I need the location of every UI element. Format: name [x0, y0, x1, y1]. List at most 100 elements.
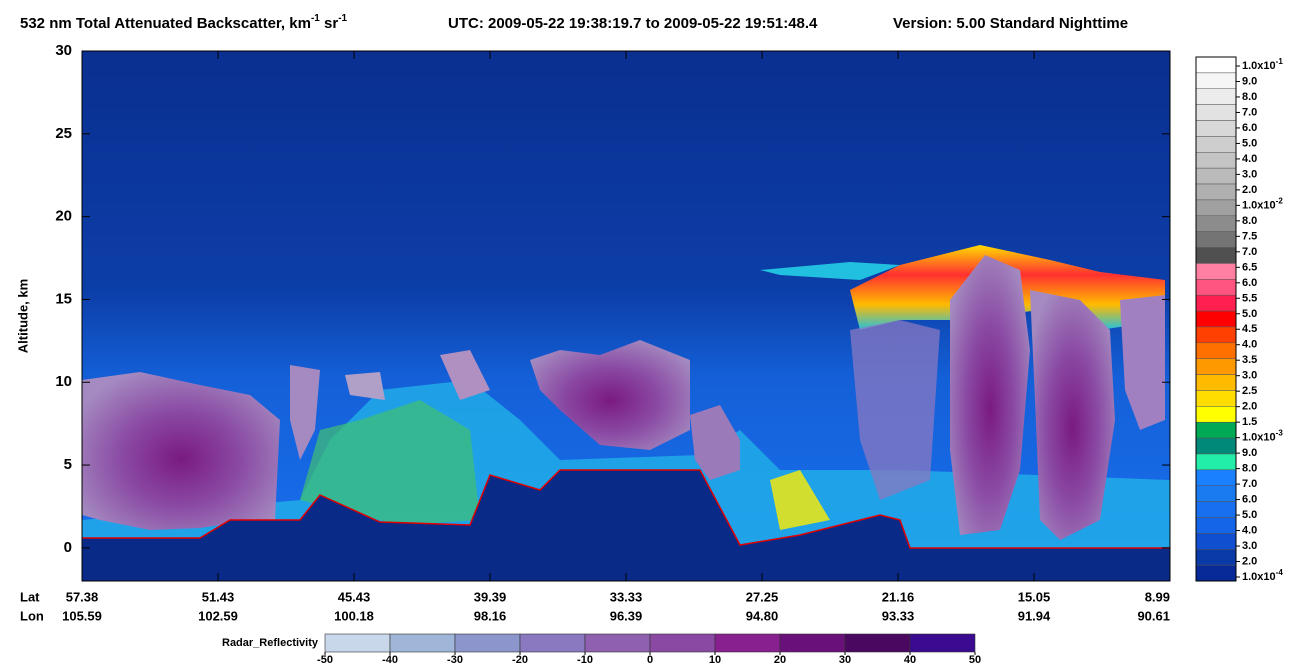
colorbar-bin [1195, 326, 1237, 344]
colorbar-tick-label: 6.0 [1242, 277, 1257, 289]
colorbar-tick-label: 6.0 [1242, 493, 1257, 505]
colorbar-bin [1195, 72, 1237, 90]
colorbar-tick-text: 2.0 [1242, 555, 1257, 567]
colorbar-tick-label: 1.0x10-4 [1242, 568, 1283, 583]
lon-tick-label: 94.80 [746, 608, 779, 623]
colorbar-bin [1195, 310, 1237, 328]
radar-tick-label: 50 [969, 654, 981, 666]
colorbar-bin [1195, 247, 1237, 264]
y-tick-label: 10 [55, 373, 72, 390]
colorbar-bin [1195, 406, 1237, 423]
y-tick-label: 20 [55, 208, 72, 225]
lon-tick-label: 93.33 [882, 608, 915, 623]
colorbar-tick-text: 6.0 [1242, 122, 1257, 134]
colorbar-bin [1195, 485, 1237, 502]
y-tick-label: 25 [55, 125, 72, 142]
colorbar-bin [1195, 167, 1237, 185]
colorbar-tick-label: 4.0 [1242, 153, 1257, 165]
colorbar-tick-text: 2.0 [1242, 401, 1257, 413]
colorbar-tick-text: 3.5 [1242, 354, 1257, 366]
colorbar-tick-label: 9.0 [1242, 75, 1257, 87]
radar-bin [714, 633, 781, 653]
radar-bin [844, 633, 911, 653]
colorbar-tick-label: 4.0 [1242, 524, 1257, 536]
radar-tick-label: 40 [904, 654, 916, 666]
colorbar-frame [1195, 56, 1237, 582]
colorbar-tick-label: 5.0 [1242, 509, 1257, 521]
colorbar-tick-text: 9.0 [1242, 75, 1257, 87]
colorbar-tick-text: 3.0 [1242, 370, 1257, 382]
colorbar-tick-text: 9.0 [1242, 447, 1257, 459]
colorbar-tick-label: 7.0 [1242, 106, 1257, 118]
lat-tick-label: 21.16 [882, 589, 915, 604]
lon-label: Lon [20, 608, 44, 623]
radar-bin [779, 633, 846, 653]
lat-label: Lat [20, 589, 40, 604]
lat-tick-label: 51.43 [202, 589, 235, 604]
colorbar-tick-exp: -4 [1276, 568, 1284, 577]
colorbar-tick-label: 1.0x10-2 [1242, 196, 1283, 211]
colorbar-bin [1195, 421, 1237, 439]
colorbar-tick-text: 2.5 [1242, 385, 1257, 397]
lon-tick-label: 98.16 [474, 608, 507, 623]
colorbar-tick-text: 8.0 [1242, 463, 1257, 475]
colorbar-bin [1195, 548, 1237, 566]
colorbar-bin [1195, 104, 1237, 121]
title-exp: -1 [311, 13, 320, 24]
colorbar-bin [1195, 199, 1237, 217]
colorbar-tick-label: 4.0 [1242, 339, 1257, 351]
colorbar-tick-text: 6.0 [1242, 277, 1257, 289]
radar-bin [584, 633, 651, 653]
colorbar-bin [1195, 358, 1237, 375]
radar-tick-label: -20 [512, 654, 528, 666]
colorbar-tick-exp: -3 [1276, 429, 1284, 438]
radar-tick-label: -30 [447, 654, 463, 666]
colorbar-tick-label: 3.0 [1242, 370, 1257, 382]
radar-tick-label: 30 [839, 654, 851, 666]
colorbar-bin [1195, 120, 1237, 137]
colorbar-bin [1195, 56, 1237, 74]
title-exp: -1 [338, 13, 347, 24]
colorbar-tick-text: 7.0 [1242, 106, 1257, 118]
colorbar-bin [1195, 374, 1237, 391]
lat-tick-label: 33.33 [610, 589, 643, 604]
y-tick-label: 15 [55, 290, 72, 307]
colorbar-tick-text: 1.5 [1242, 416, 1257, 428]
colorbar-tick-label: 8.0 [1242, 91, 1257, 103]
lat-tick-label: 45.43 [338, 589, 371, 604]
lat-tick-label: 15.05 [1018, 589, 1051, 604]
lon-tick-label: 96.39 [610, 608, 643, 623]
colorbar-tick-label: 3.5 [1242, 354, 1257, 366]
title-text: 532 nm Total Attenuated Backscatter, km [20, 15, 311, 32]
colorbar-tick-label: 4.5 [1242, 323, 1257, 335]
colorbar-tick-label: 5.0 [1242, 308, 1257, 320]
radar-tick-label: -40 [382, 654, 398, 666]
colorbar-tick-text: 4.0 [1242, 524, 1257, 536]
lon-tick-label: 90.61 [1137, 608, 1170, 623]
radar-bin [909, 633, 976, 653]
colorbar-tick-text: 5.0 [1242, 308, 1257, 320]
radar-bin [649, 633, 716, 653]
colorbar-bin [1195, 183, 1237, 201]
colorbar-tick-text: 5.0 [1242, 509, 1257, 521]
colorbar-bin [1195, 263, 1237, 280]
colorbar-tick-label: 5.0 [1242, 137, 1257, 149]
utc-range: UTC: 2009-05-22 19:38:19.7 to 2009-05-22… [448, 15, 818, 32]
colorbar-bin [1195, 517, 1237, 534]
colorbar-tick-text: 6.0 [1242, 493, 1257, 505]
colorbar-tick-text: 4.0 [1242, 153, 1257, 165]
colorbar-tick-text: 8.0 [1242, 91, 1257, 103]
colorbar-tick-label: 2.0 [1242, 184, 1257, 196]
colorbar-tick-text: 5.5 [1242, 292, 1257, 304]
colorbar-bin [1195, 279, 1237, 296]
lon-tick-label: 105.59 [62, 608, 102, 623]
colorbar-tick-label: 1.5 [1242, 416, 1257, 428]
colorbar-tick-label: 7.0 [1242, 478, 1257, 490]
colorbar-tick-text: 7.5 [1242, 230, 1257, 242]
colorbar-bin [1195, 501, 1237, 518]
lon-tick-label: 102.59 [198, 608, 238, 623]
colorbar-bin [1195, 564, 1237, 582]
colorbar-tick-text: 7.0 [1242, 246, 1257, 258]
colorbar-tick-text: 3.0 [1242, 540, 1257, 552]
y-tick-label: 30 [55, 42, 72, 59]
